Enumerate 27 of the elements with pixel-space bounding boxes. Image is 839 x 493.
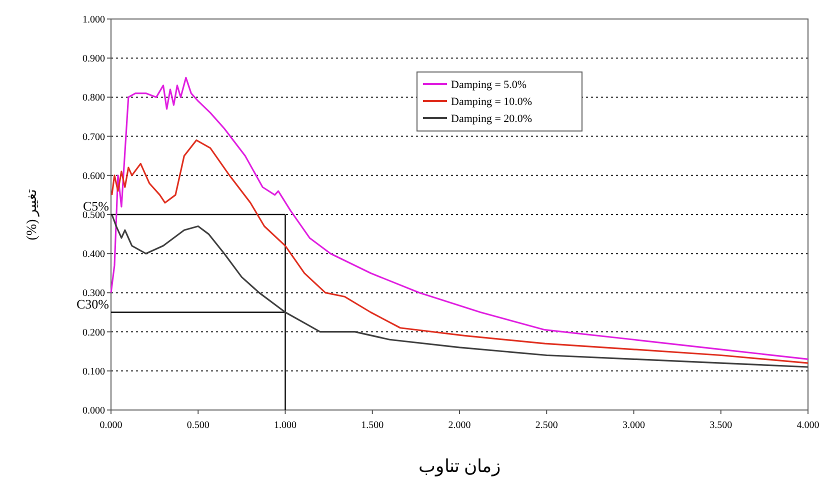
y-tick-label: 0.100 <box>82 366 105 378</box>
x-tick-label: 0.500 <box>186 420 210 431</box>
y-tick-label: 0.800 <box>82 92 105 104</box>
x-tick-label: 3.500 <box>710 420 732 431</box>
y-tick-label: 1.000 <box>82 14 105 26</box>
y-tick-label: 0.200 <box>82 327 105 338</box>
line-series <box>111 139 809 364</box>
line-series <box>110 76 809 360</box>
x-tick-label: 0.000 <box>100 420 122 431</box>
x-tick-label: 3.000 <box>622 420 645 431</box>
x-tick-label: 2.500 <box>535 420 558 431</box>
legend-label: Damping = 5.0% <box>451 79 527 91</box>
x-axis-title: زمان تناوب <box>418 456 501 477</box>
legend-label: Damping = 10.0% <box>451 96 532 108</box>
y-tick-label: 0.400 <box>82 249 105 260</box>
y-axis-title: تغییر (%) <box>25 188 40 240</box>
x-tick-label: 1.000 <box>274 420 296 431</box>
legend-label: Damping = 20.0% <box>451 113 532 125</box>
y-tick-label: 0.500 <box>82 210 105 221</box>
x-tick-label: 2.000 <box>448 420 471 431</box>
y-tick-label: 0.600 <box>82 170 105 182</box>
line-series <box>111 214 809 368</box>
y-tick-label: 0.000 <box>82 406 105 416</box>
x-tick-label: 1.500 <box>361 420 384 431</box>
y-tick-label: 0.700 <box>82 132 105 143</box>
y-tick-label: 0.900 <box>82 54 105 65</box>
x-tick-label: 4.000 <box>796 420 820 431</box>
